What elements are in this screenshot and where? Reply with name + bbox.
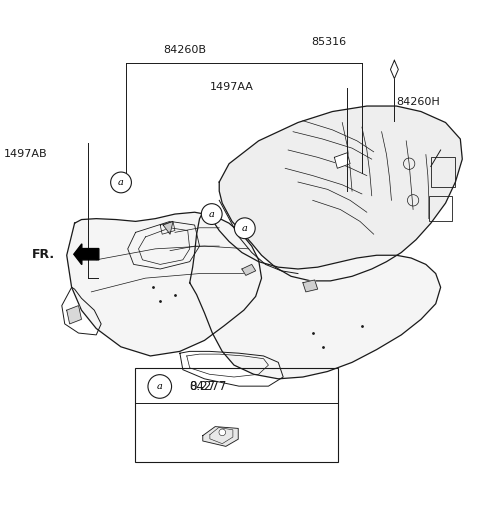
- Text: a: a: [242, 224, 248, 233]
- Text: 84260H: 84260H: [397, 97, 441, 107]
- Circle shape: [201, 204, 222, 224]
- Text: 1497AB: 1497AB: [4, 149, 48, 159]
- Circle shape: [234, 218, 255, 238]
- Polygon shape: [74, 244, 99, 265]
- Circle shape: [219, 429, 226, 436]
- Circle shape: [111, 172, 132, 193]
- Text: FR.: FR.: [32, 248, 55, 261]
- Text: 1497AA: 1497AA: [210, 82, 254, 92]
- Polygon shape: [67, 305, 82, 324]
- Circle shape: [148, 375, 171, 398]
- Polygon shape: [242, 264, 256, 276]
- Polygon shape: [303, 280, 318, 292]
- Polygon shape: [190, 209, 441, 379]
- Text: a: a: [118, 178, 124, 187]
- Text: a: a: [209, 209, 215, 219]
- Polygon shape: [335, 153, 350, 168]
- Text: 85316: 85316: [312, 37, 347, 46]
- Polygon shape: [390, 60, 398, 78]
- Polygon shape: [67, 212, 262, 356]
- Text: 0.27: 0.27: [190, 380, 216, 393]
- Polygon shape: [163, 221, 173, 234]
- Bar: [135, 367, 338, 462]
- Text: 84277: 84277: [190, 380, 227, 393]
- Polygon shape: [203, 427, 238, 446]
- Polygon shape: [219, 106, 462, 281]
- Text: a: a: [157, 382, 163, 391]
- Text: 84260B: 84260B: [163, 45, 206, 55]
